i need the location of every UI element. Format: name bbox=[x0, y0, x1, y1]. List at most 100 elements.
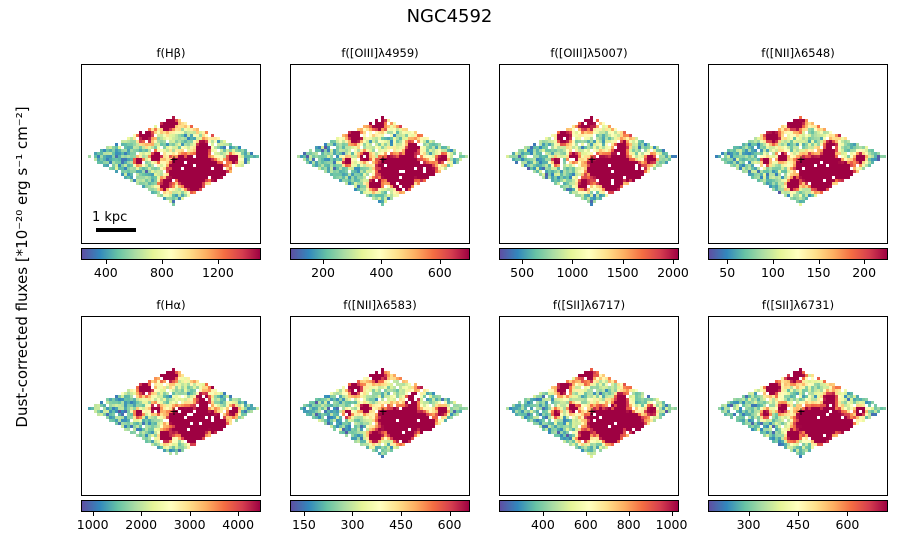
map-pixel bbox=[357, 149, 360, 152]
map-pixel bbox=[127, 164, 130, 167]
map-pixel bbox=[826, 182, 829, 185]
map-pixel bbox=[396, 443, 399, 446]
map-pixel bbox=[235, 158, 238, 161]
map-pixel bbox=[163, 425, 166, 428]
map-pixel bbox=[548, 140, 551, 143]
map-pixel bbox=[390, 131, 393, 134]
map-pixel bbox=[381, 143, 384, 146]
map-pixel bbox=[429, 155, 432, 158]
map-pixel bbox=[390, 197, 393, 200]
map-pixel bbox=[757, 176, 760, 179]
map-pixel bbox=[393, 422, 396, 425]
map-pixel bbox=[814, 152, 817, 155]
map-pixel bbox=[178, 419, 181, 422]
map-pixel bbox=[847, 140, 850, 143]
map-pixel bbox=[208, 155, 211, 158]
map-pixel bbox=[733, 164, 736, 167]
map-pixel bbox=[324, 158, 327, 161]
map-pixel bbox=[426, 407, 429, 410]
map-pixel bbox=[178, 125, 181, 128]
map-pixel bbox=[154, 161, 157, 164]
map-pixel bbox=[799, 185, 802, 188]
map-pixel bbox=[408, 383, 411, 386]
map-pixel bbox=[157, 401, 160, 404]
map-pixel bbox=[115, 419, 118, 422]
map-pixel bbox=[226, 149, 229, 152]
map-pixel bbox=[554, 173, 557, 176]
map-pixel bbox=[354, 440, 357, 443]
map-pixel bbox=[614, 392, 617, 395]
map-pixel bbox=[306, 155, 309, 158]
map-pixel bbox=[184, 413, 187, 416]
map-pixel bbox=[844, 137, 847, 140]
map-pixel bbox=[757, 167, 760, 170]
map-pixel bbox=[620, 137, 623, 140]
map-pixel bbox=[145, 407, 148, 410]
map-pixel bbox=[184, 131, 187, 134]
map-pixel bbox=[799, 170, 802, 173]
map-pixel bbox=[148, 425, 151, 428]
map-pixel bbox=[187, 170, 190, 173]
colorbar-tick-label: 300 bbox=[340, 517, 365, 532]
map-pixel bbox=[599, 389, 602, 392]
map-pixel bbox=[787, 134, 790, 137]
map-pixel bbox=[241, 152, 244, 155]
map-pixel bbox=[871, 155, 874, 158]
map-pixel bbox=[459, 407, 462, 410]
map-pixel bbox=[626, 137, 629, 140]
map-pixel bbox=[569, 392, 572, 395]
map-pixel bbox=[405, 179, 408, 182]
map-pixel bbox=[121, 398, 124, 401]
map-pixel bbox=[226, 143, 229, 146]
map-pixel bbox=[763, 158, 766, 161]
map-pixel bbox=[151, 425, 154, 428]
map-pixel bbox=[405, 425, 408, 428]
map-pixel bbox=[596, 377, 599, 380]
map-pixel bbox=[533, 395, 536, 398]
map-pixel bbox=[417, 428, 420, 431]
map-pixel bbox=[766, 152, 769, 155]
map-pixel bbox=[181, 407, 184, 410]
map-pixel bbox=[763, 152, 766, 155]
map-pixel bbox=[151, 176, 154, 179]
map-pixel bbox=[381, 392, 384, 395]
map-pixel bbox=[214, 404, 217, 407]
map-pixel bbox=[533, 167, 536, 170]
map-pixel bbox=[112, 401, 115, 404]
map-pixel bbox=[402, 179, 405, 182]
map-pixel bbox=[151, 398, 154, 401]
map-pixel bbox=[638, 149, 641, 152]
map-pixel bbox=[184, 422, 187, 425]
map-pixel bbox=[345, 170, 348, 173]
map-pixel bbox=[175, 197, 178, 200]
map-pixel bbox=[154, 173, 157, 176]
map-pixel bbox=[244, 407, 247, 410]
map-pixel bbox=[369, 431, 372, 434]
map-pixel bbox=[357, 428, 360, 431]
map-pixel bbox=[405, 167, 408, 170]
map-pixel bbox=[390, 179, 393, 182]
map-pixel bbox=[802, 143, 805, 146]
map-pixel bbox=[772, 161, 775, 164]
map-pixel bbox=[217, 164, 220, 167]
map-pixel bbox=[354, 161, 357, 164]
map-pixel bbox=[423, 428, 426, 431]
map-pixel bbox=[769, 140, 772, 143]
map-pixel bbox=[405, 410, 408, 413]
map-pixel bbox=[557, 164, 560, 167]
map-pixel bbox=[590, 146, 593, 149]
map-pixel bbox=[575, 161, 578, 164]
map-pixel bbox=[593, 197, 596, 200]
map-pixel bbox=[599, 146, 602, 149]
map-pixel bbox=[635, 173, 638, 176]
map-pixel bbox=[602, 155, 605, 158]
map-pixel bbox=[596, 197, 599, 200]
map-pixel bbox=[178, 383, 181, 386]
map-pixel bbox=[127, 140, 130, 143]
map-pixel bbox=[617, 179, 620, 182]
map-pixel bbox=[587, 395, 590, 398]
map-pixel bbox=[381, 134, 384, 137]
map-pixel bbox=[393, 146, 396, 149]
map-pixel bbox=[181, 140, 184, 143]
map-pixel bbox=[178, 386, 181, 389]
